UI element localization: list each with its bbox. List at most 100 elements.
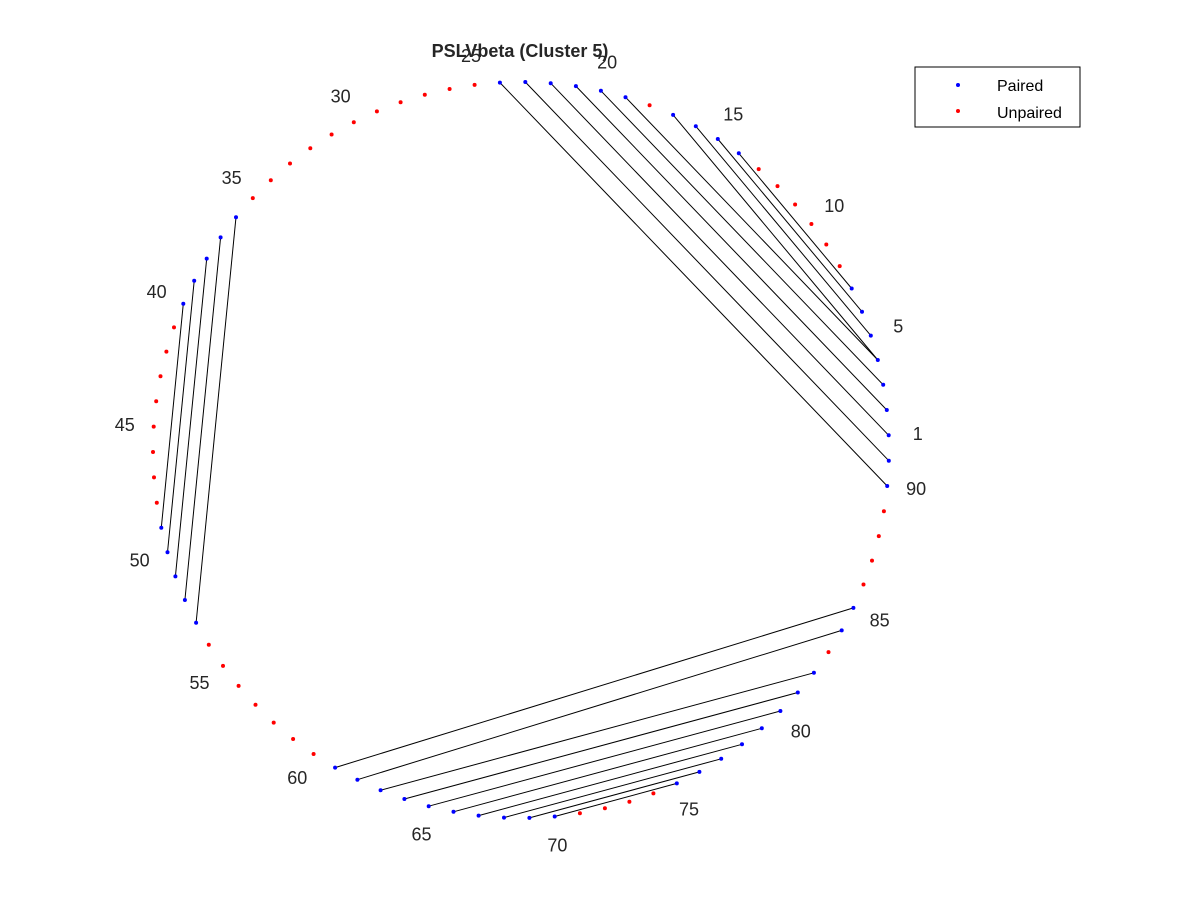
pair-link (357, 629, 842, 781)
unpaired-point (154, 500, 159, 505)
unpaired-point (824, 242, 829, 247)
pair-link (600, 90, 884, 386)
pair-link (184, 237, 222, 601)
pair-link (717, 138, 863, 313)
unpaired-point (152, 475, 156, 480)
index-label: 5 (893, 317, 903, 337)
unpaired-point (881, 509, 886, 514)
pair-link (167, 280, 195, 553)
unpaired-point (250, 196, 255, 201)
pair-link (695, 125, 872, 336)
paired-point (192, 278, 197, 283)
index-label: 10 (824, 196, 844, 216)
paired-point (884, 408, 889, 412)
paired-point (736, 151, 741, 156)
unpaired-point (447, 87, 452, 91)
unpaired-point (206, 642, 211, 647)
pair-link (404, 692, 798, 800)
unpaired-point (647, 103, 652, 108)
paired-point (502, 815, 506, 820)
legend-unpaired-label: Unpaired (997, 105, 1062, 122)
index-label: 35 (222, 168, 242, 188)
paired-point (181, 301, 186, 306)
pair-link (428, 710, 781, 807)
pair-link (554, 782, 677, 817)
paired-point (426, 804, 431, 809)
index-label: 40 (147, 282, 167, 302)
legend-unpaired-marker (956, 109, 960, 113)
index-label: 75 (679, 800, 699, 820)
paired-point (860, 309, 864, 314)
paired-point (868, 333, 873, 338)
pair-link (524, 81, 890, 462)
pair-link (380, 672, 815, 791)
paired-point (885, 484, 890, 488)
unpaired-point (268, 178, 273, 183)
index-label: 25 (461, 46, 481, 66)
paired-point (234, 215, 238, 220)
unpaired-point (602, 806, 607, 811)
paired-point (674, 781, 679, 786)
paired-point (159, 525, 164, 530)
index-label: 80 (791, 722, 811, 742)
pair-link (195, 217, 237, 623)
index-label: 55 (189, 673, 209, 693)
index-label: 85 (870, 610, 890, 630)
pair-link (575, 85, 888, 411)
unpaired-point (861, 582, 866, 587)
legend-paired-marker (956, 83, 960, 87)
paired-point (552, 814, 557, 819)
paired-point (851, 605, 856, 610)
paired-point (671, 112, 676, 117)
paired-point (715, 137, 720, 141)
unpaired-point (158, 374, 163, 379)
unpaired-point (308, 146, 313, 151)
paired-point (886, 458, 891, 463)
pair-link (625, 96, 879, 361)
paired-point (740, 742, 744, 747)
paired-point (451, 809, 456, 814)
unpaired-point (311, 752, 316, 756)
unpaired-point (775, 184, 780, 189)
unpaired-point (221, 663, 225, 668)
paired-point (194, 620, 199, 625)
paired-point (886, 433, 891, 438)
paired-point (811, 670, 816, 675)
paired-point (693, 124, 698, 129)
paired-point (548, 81, 553, 86)
pair-link (453, 727, 762, 813)
legend-paired-label: Paired (997, 78, 1043, 95)
paired-point (523, 80, 528, 84)
unpaired-point (236, 683, 241, 688)
unpaired-point (291, 737, 296, 741)
unpaired-point (627, 799, 632, 804)
paired-point (598, 88, 603, 93)
unpaired-point (876, 534, 881, 539)
pair-link (478, 743, 743, 817)
unpaired-point (164, 349, 169, 354)
paired-point (623, 95, 628, 100)
unpaired-point (253, 702, 258, 707)
paired-point (849, 286, 854, 291)
unpaired-point (651, 791, 656, 796)
chart-title: PSLVbeta (Cluster 5) (432, 41, 609, 61)
paired-point (875, 358, 880, 362)
index-label: 65 (411, 824, 431, 844)
paired-point (759, 726, 764, 731)
index-label: 90 (906, 479, 926, 499)
pair-link (334, 607, 854, 769)
paired-point (218, 235, 223, 240)
unpaired-point (577, 811, 582, 816)
paired-point (497, 80, 502, 85)
paired-point (778, 709, 783, 713)
unpaired-point (151, 424, 156, 429)
unpaired-point (374, 109, 379, 114)
unpaired-point (422, 92, 427, 97)
paired-point (402, 797, 407, 801)
unpaired-point (793, 202, 798, 207)
legend: Paired Unpaired (914, 66, 1081, 128)
unpaired-point (837, 264, 842, 269)
unpaired-point (472, 82, 477, 87)
